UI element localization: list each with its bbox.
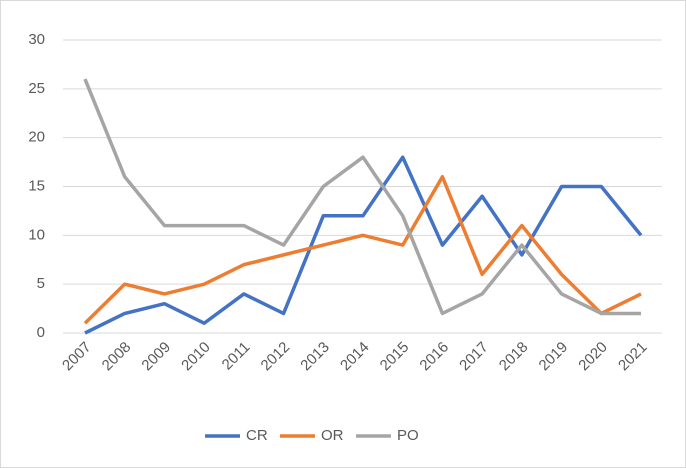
legend-label: OR <box>321 427 344 444</box>
legend-label: CR <box>246 427 268 444</box>
series-line <box>83 174 642 325</box>
y-tick-label: 5 <box>37 275 45 292</box>
y-tick-label: 20 <box>28 129 45 146</box>
y-tick-label: 25 <box>28 80 45 97</box>
y-tick-label: 30 <box>28 31 45 48</box>
series-line <box>84 155 643 335</box>
legend-label: PO <box>397 427 419 444</box>
y-tick-label: 15 <box>28 177 45 194</box>
series-line <box>83 78 641 316</box>
y-tick-label: 10 <box>28 226 45 243</box>
y-tick-label: 0 <box>37 324 45 341</box>
